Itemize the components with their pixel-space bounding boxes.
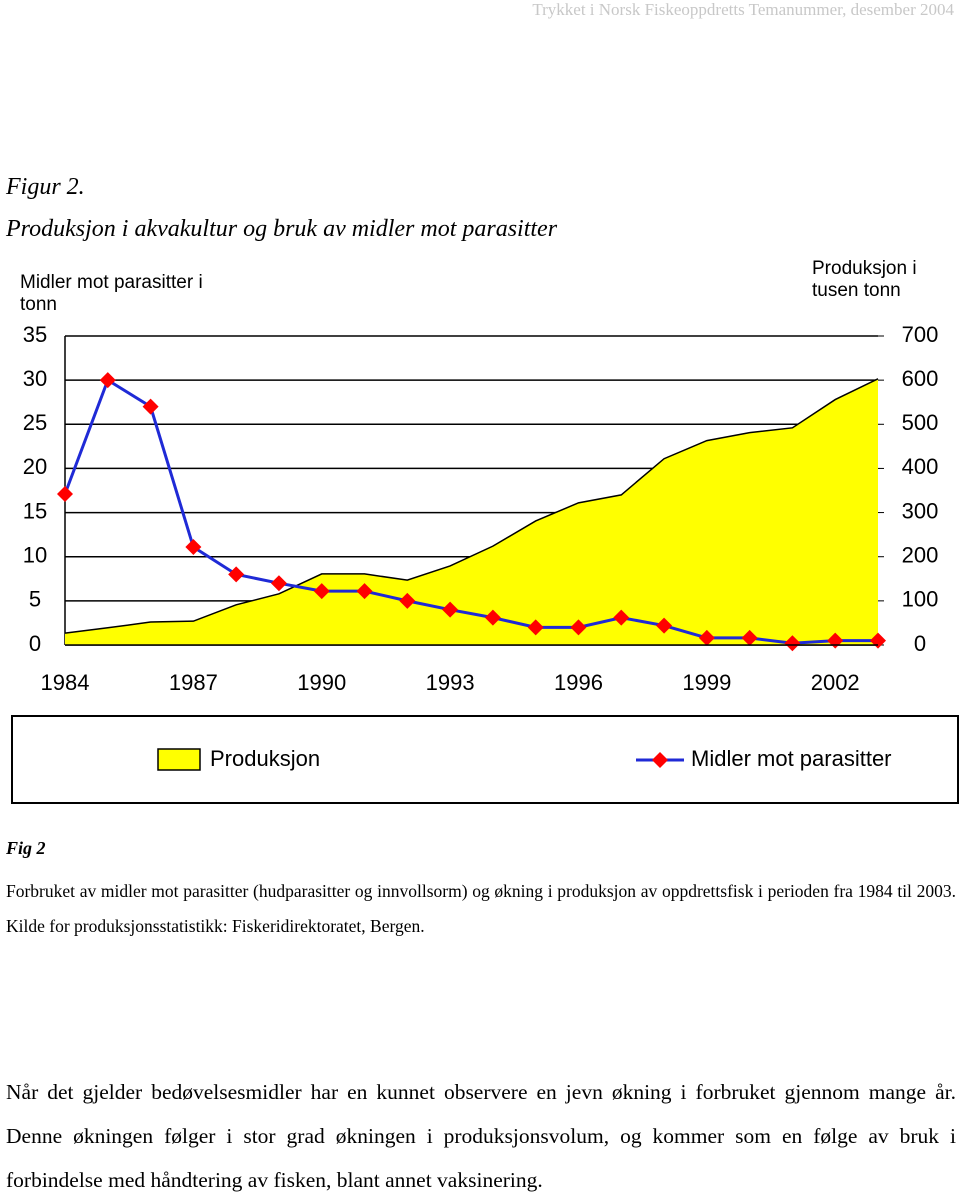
- y2-tick-label: 200: [902, 543, 939, 568]
- x-tick-label: 1990: [297, 670, 346, 695]
- marker: [399, 592, 416, 609]
- y-tick-label: 35: [23, 322, 47, 347]
- y-tick-label: 0: [29, 631, 41, 656]
- x-tick-label: 1987: [169, 670, 218, 695]
- y-tick-label: 25: [23, 410, 47, 435]
- y2-tick-label: 500: [902, 410, 939, 435]
- y-tick-label: 20: [23, 454, 47, 479]
- y2-tick-label: 700: [902, 322, 939, 347]
- y2-tick-label: 400: [902, 454, 939, 479]
- marker: [698, 629, 715, 646]
- marker: [142, 398, 159, 415]
- y2-tick-label: 0: [914, 631, 926, 656]
- legend-swatch: [157, 748, 201, 771]
- y-tick-label: 5: [29, 587, 41, 612]
- legend-label: Midler mot parasitter: [691, 746, 892, 771]
- y2-tick-label: 600: [902, 366, 939, 391]
- marker: [185, 539, 202, 556]
- x-tick-label: 1993: [426, 670, 475, 695]
- legend-box: [11, 715, 959, 804]
- marker: [228, 566, 245, 583]
- legend-label: Produksjon: [210, 746, 320, 771]
- y-tick-label: 10: [23, 543, 47, 568]
- marker: [613, 609, 630, 626]
- x-tick-label: 2002: [811, 670, 860, 695]
- marker: [656, 617, 673, 634]
- figure-label: Figur 2.: [6, 174, 85, 200]
- y-tick-label: 15: [23, 498, 47, 523]
- marker: [442, 601, 459, 618]
- caption-label: Fig 2: [6, 838, 46, 858]
- marker: [784, 635, 801, 652]
- marker: [57, 486, 73, 503]
- caption-text: Forbruket av midler mot parasitter (hudp…: [6, 881, 956, 936]
- marker: [741, 629, 758, 646]
- body-text: Når det gjelder bedøvelsesmidler har en …: [6, 1080, 956, 1192]
- legend-swatch: [652, 752, 668, 768]
- marker: [484, 609, 501, 626]
- y2-axis-label: Produksjon i tusen tonn: [812, 258, 917, 301]
- marker: [313, 583, 330, 600]
- header: Trykket i Norsk Fiskeoppdretts Temanumme…: [532, 0, 954, 19]
- marker: [527, 619, 544, 636]
- y-tick-label: 30: [23, 366, 47, 391]
- chart: 0 5 10 15 20 25 30 35 0 100 200 300 400 500 600 700 1984…: [11, 322, 959, 804]
- x-tick-label: 1996: [554, 670, 603, 695]
- x-tick-label: 1984: [41, 670, 90, 695]
- area: [65, 378, 878, 645]
- marker: [270, 575, 287, 592]
- area-edge: [64, 378, 879, 634]
- y2-tick-label: 300: [902, 498, 939, 523]
- figure-title: Produksjon i akvakultur og bruk av midle…: [6, 216, 558, 242]
- marker: [356, 583, 373, 600]
- x-tick-label: 1999: [682, 670, 731, 695]
- y2-tick-label: 100: [902, 587, 939, 612]
- marker: [99, 372, 116, 389]
- y-axis-label: Midler mot parasitter i tonn: [20, 272, 203, 315]
- marker: [570, 619, 587, 636]
